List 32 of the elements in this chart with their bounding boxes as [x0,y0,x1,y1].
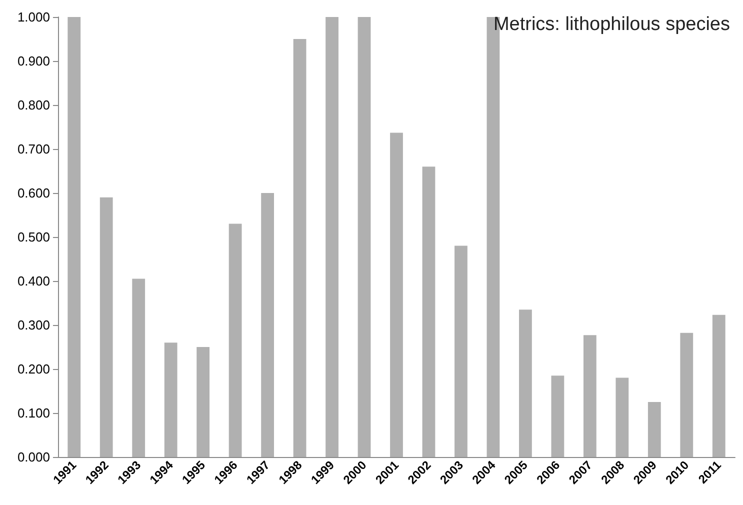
bar [422,166,436,457]
y-tick-label: 0.000 [17,450,50,464]
y-tick-label: 0.900 [17,54,50,68]
bar [648,402,661,457]
bar [390,132,403,457]
y-tick-label: 0.800 [17,98,50,112]
y-tick-label: 0.600 [17,186,50,200]
y-tick-label: 0.300 [17,318,50,332]
bar [358,17,371,457]
bar [519,310,532,457]
bar [196,347,210,457]
bar [164,342,178,457]
bar [228,224,242,457]
bar [680,332,694,457]
bar [712,314,726,457]
y-tick-label: 0.400 [17,274,50,288]
bar [583,335,596,457]
y-tick-label: 0.500 [17,230,50,244]
bar [261,193,274,457]
bar [551,376,564,457]
y-tick-label: 0.700 [17,142,50,156]
bar [100,197,113,457]
bar [616,378,629,457]
y-tick-label: 0.100 [17,406,50,420]
bar [68,17,81,457]
bar [293,39,306,457]
y-tick-label: 1.000 [17,10,50,24]
bar [454,246,468,457]
y-tick-label: 0.200 [17,362,50,376]
bar [132,278,146,457]
chart-title: Metrics: lithophilous species [493,14,730,35]
bar [326,17,338,457]
